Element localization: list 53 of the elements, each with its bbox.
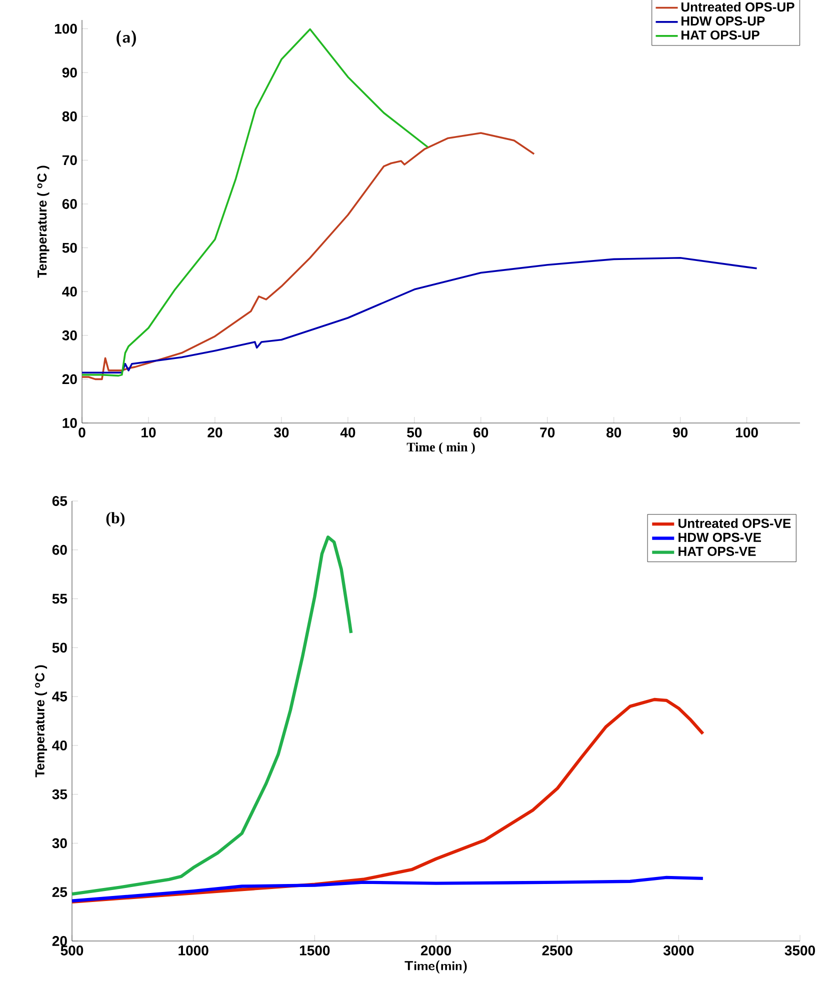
x-tick-label: 20 xyxy=(208,428,222,438)
x-tick-label: 50 xyxy=(407,428,422,438)
line-series xyxy=(81,28,429,377)
x-tick-label: 100 xyxy=(736,428,758,438)
y-tick-label: 25 xyxy=(52,887,68,898)
y-tick-label: 40 xyxy=(62,286,77,297)
x-tick-label: 40 xyxy=(340,428,356,438)
x-tick-label: 70 xyxy=(540,428,555,438)
y-tick-label: 60 xyxy=(52,544,67,555)
y-tick-label: 60 xyxy=(62,199,77,209)
y-tick-label: 35 xyxy=(52,789,68,800)
x-axis-title: Time(min) xyxy=(404,960,467,974)
x-tick-label: 500 xyxy=(60,946,84,956)
y-tick-label: 90 xyxy=(62,68,77,78)
y-tick-label: 10 xyxy=(62,418,77,428)
legend-label: HDW OPS-UP xyxy=(682,16,765,26)
x-tick-label: 3000 xyxy=(663,946,694,956)
y-tick-label: 30 xyxy=(52,838,67,848)
x-tick-label: 3500 xyxy=(784,946,815,956)
annotation: (b) xyxy=(106,512,124,527)
x-tick-label: 2500 xyxy=(542,946,572,956)
y-tick-label: 80 xyxy=(62,111,77,122)
y-axis-title: Temperature ( $^{o}$C ) xyxy=(37,166,50,278)
x-tick-label: 0 xyxy=(78,428,86,438)
line-series xyxy=(70,876,705,903)
x-tick-label: 30 xyxy=(274,428,289,438)
y-tick-label: 30 xyxy=(62,330,77,340)
x-tick-label: 2000 xyxy=(420,946,451,956)
legend-label: Untreated OPS-UP xyxy=(681,2,794,12)
y-tick-label: 70 xyxy=(62,155,77,166)
annotation: (a) xyxy=(116,30,136,47)
y-tick-label: 45 xyxy=(52,692,68,702)
x-tick-label: 80 xyxy=(606,428,622,438)
legend-label: HAT OPS-VE xyxy=(678,546,756,556)
y-tick-label: 40 xyxy=(52,740,67,750)
x-axis-title: Time ( min ) xyxy=(406,442,475,454)
x-tick-label: 1000 xyxy=(178,946,208,956)
x-tick-label: 10 xyxy=(142,428,156,438)
y-axis-title: Temperature ( $^{o}$C ) xyxy=(34,665,48,778)
line-series xyxy=(70,536,353,896)
y-tick-label: 20 xyxy=(52,936,67,946)
x-tick-label: 1500 xyxy=(300,946,330,956)
x-tick-label: 60 xyxy=(474,428,488,438)
legend-label: Untreated OPS-VE xyxy=(678,518,791,528)
y-tick-label: 55 xyxy=(52,594,68,604)
y-tick-label: 65 xyxy=(52,496,68,506)
y-tick-label: 50 xyxy=(62,242,77,253)
y-tick-label: 20 xyxy=(62,374,77,384)
y-tick-label: 100 xyxy=(54,24,77,34)
y-tick-label: 50 xyxy=(52,642,67,653)
legend-label: HDW OPS-VE xyxy=(678,532,762,542)
legend-label: HAT OPS-UP xyxy=(682,30,760,40)
x-tick-label: 90 xyxy=(673,428,688,438)
